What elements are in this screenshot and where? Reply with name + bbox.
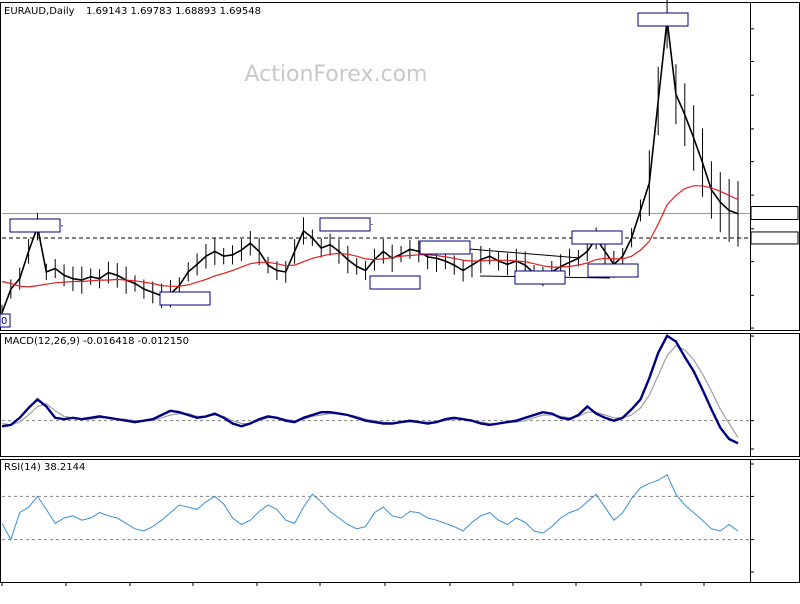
panel-border-2: [0, 459, 800, 583]
annotation-box: [9, 218, 61, 233]
annotation-box: [514, 270, 566, 285]
annotation-box: [571, 230, 623, 245]
annotation-box: [637, 12, 689, 27]
support-level-box: [750, 231, 799, 245]
annotation-box: [419, 240, 471, 255]
panel-border-1: [0, 333, 800, 457]
price-line: [1, 19, 739, 314]
moving-average-line: [1, 185, 739, 288]
macd-panel: [1, 334, 754, 450]
rsi-line: [1, 474, 739, 541]
panel-frames: [0, 2, 800, 583]
current-price-box: [750, 206, 799, 221]
annotation-box: [159, 291, 211, 306]
annotation-box: [587, 263, 639, 278]
symbol-label: EURAUD,Daily: [4, 6, 75, 17]
annotation-cut-label: 0: [1, 316, 7, 327]
rsi-panel: [1, 463, 754, 573]
macd-title: MACD(12,26,9) -0.016418 -0.012150: [4, 336, 189, 347]
watermark: ActionForex.com: [245, 62, 428, 87]
annotation-box-cut: [0, 313, 11, 328]
price-annotations: 0: [0, 12, 689, 328]
annotation-box: [319, 217, 371, 232]
annotation-box: [369, 275, 421, 290]
ohlc-values: 1.69143 1.69783 1.68893 1.69548: [86, 6, 261, 17]
rsi-title: RSI(14) 38.2144: [4, 462, 85, 473]
x-axis: [1, 582, 705, 586]
macd-signal-line: [1, 344, 739, 438]
macd-line: [1, 334, 739, 445]
